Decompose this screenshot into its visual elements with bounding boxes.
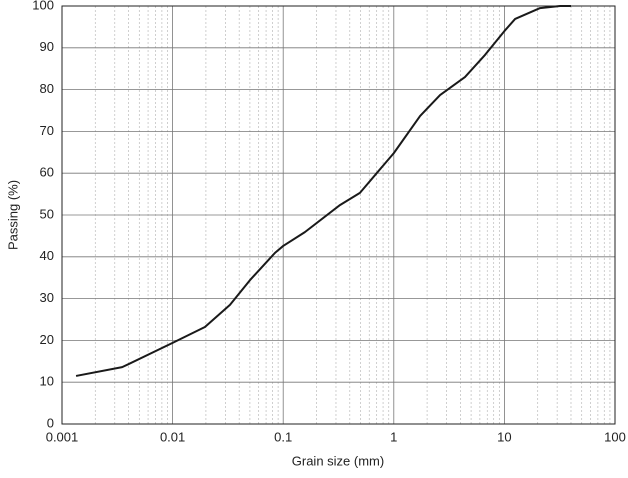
plot-frame xyxy=(61,5,616,425)
x-axis-label: Grain size (mm) xyxy=(292,453,384,468)
y-tick-label: 60 xyxy=(40,165,54,180)
y-tick-label: 50 xyxy=(40,206,54,221)
y-tick-label: 80 xyxy=(40,81,54,96)
x-tick-label: 10 xyxy=(497,429,511,444)
y-tick-label: 30 xyxy=(40,290,54,305)
y-tick-label: 10 xyxy=(40,374,54,389)
y-tick-label: 70 xyxy=(40,123,54,138)
y-tick-label: 0 xyxy=(47,415,54,430)
y-tick-label: 40 xyxy=(40,248,54,263)
x-tick-label: 1 xyxy=(390,429,397,444)
x-tick-label: 0.01 xyxy=(160,429,185,444)
y-tick-label: 90 xyxy=(40,39,54,54)
y-tick-label: 20 xyxy=(40,332,54,347)
y-tick-label: 100 xyxy=(32,0,54,12)
y-axis-label: Passing (%) xyxy=(5,180,20,250)
x-tick-label: 100 xyxy=(604,429,626,444)
x-tick-label: 0.1 xyxy=(274,429,292,444)
x-tick-label: 0.001 xyxy=(46,429,79,444)
curve xyxy=(75,5,571,377)
